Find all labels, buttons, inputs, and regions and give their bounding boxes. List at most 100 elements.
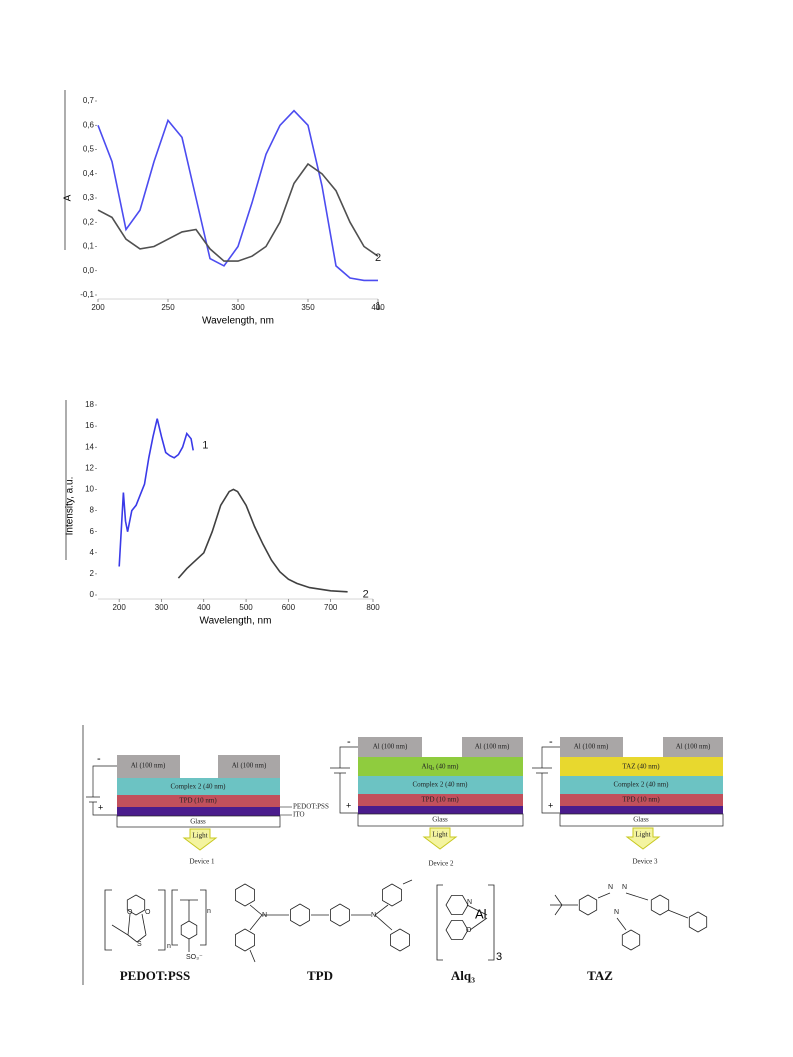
layer-al	[117, 755, 180, 778]
series-label: 2	[375, 252, 381, 264]
y-axis-title: Intensity, a.u.	[65, 477, 76, 536]
layer-label: Al (100 nm)	[574, 743, 609, 751]
layer-label: Al (100 nm)	[232, 762, 267, 770]
y-tick-label: -0,1	[80, 290, 94, 299]
molecules: O O S n n SO₃⁻ N N N O Al 3 N N N PEDOT:…	[104, 884, 627, 983]
bond	[469, 917, 488, 931]
layer-glass	[116, 815, 281, 828]
ring	[650, 894, 670, 916]
layer-label: Al (100 nm)	[373, 743, 408, 751]
bond	[466, 904, 488, 916]
sign: +	[346, 800, 351, 810]
y-tick-label: 0,5	[83, 145, 95, 154]
layer-label: Glass	[633, 816, 649, 824]
layer-complex	[117, 778, 280, 795]
y-tick-label: 10	[85, 485, 94, 494]
light-label: Light	[192, 832, 207, 840]
layer-label: TPD (10 nm)	[622, 796, 660, 804]
y-axis-title: A	[63, 194, 74, 201]
layer-pedot	[117, 807, 280, 816]
light-arrow	[182, 828, 218, 851]
bracket	[104, 889, 166, 951]
layer-tpd	[358, 794, 523, 806]
y-tick-label: 0,6	[83, 120, 95, 129]
molecule-name: PEDOT:PSS	[120, 968, 191, 983]
ring	[382, 883, 402, 907]
series-line	[177, 488, 348, 593]
circuit	[532, 746, 560, 814]
layer-label: Al (100 nm)	[676, 743, 711, 751]
x-tick-label: 600	[282, 603, 296, 612]
bracket	[171, 889, 207, 946]
layer-al	[218, 755, 280, 778]
device-label: Device 3	[632, 858, 658, 866]
layer-label: Complex 2 (40 nm)	[613, 781, 669, 789]
layer-label: Alq₃ (40 nm)	[421, 763, 459, 771]
y-tick-label: 8	[90, 506, 95, 515]
layer-al	[358, 737, 422, 757]
x-tick-label: 200	[112, 603, 126, 612]
ring	[390, 928, 410, 952]
bond	[402, 879, 413, 885]
sign: -	[97, 753, 101, 765]
molecule-name: TPD	[307, 968, 333, 983]
light-label: Light	[635, 831, 650, 839]
bond	[554, 894, 563, 906]
layer-label: Glass	[432, 816, 448, 824]
ring	[445, 895, 469, 915]
bond	[249, 949, 256, 963]
x-tick-label: 300	[231, 303, 245, 312]
atom: N	[467, 899, 472, 906]
molecule-name: TAZ	[587, 968, 613, 983]
bond	[127, 934, 138, 943]
y-tick-label: 18	[85, 400, 94, 409]
layer-alq3	[358, 757, 523, 776]
y-tick-label: 2	[90, 569, 95, 578]
chart: -0,1 0,0 0,1 0,2 0,3 0,4 0,5 0,6 0,7 200 250 300 350…	[63, 96, 386, 327]
bond	[554, 904, 563, 916]
x-axis-title: Wavelength, nm	[200, 616, 272, 627]
layer-label: Glass	[190, 818, 206, 826]
sign: +	[548, 800, 553, 810]
bracket	[436, 884, 495, 961]
molecule-name: Alq₃	[451, 968, 475, 983]
bond	[249, 914, 263, 931]
y-tick-label: 12	[85, 463, 94, 472]
bond	[597, 892, 611, 899]
bond	[374, 904, 389, 916]
x-tick-label: 200	[91, 303, 105, 312]
layer-al	[560, 737, 623, 757]
ring	[330, 903, 350, 927]
layer-label: PEDOT:PSS	[293, 803, 329, 811]
y-tick-label: 14	[85, 442, 94, 451]
light-arrow	[422, 827, 458, 850]
bond	[127, 913, 131, 936]
bond	[136, 934, 147, 943]
y-tick-label: 0,0	[83, 266, 95, 275]
layer-label: Complex 2 (40 nm)	[412, 781, 468, 789]
layer-al	[462, 737, 523, 757]
bond	[616, 917, 627, 931]
layer-label: Al (100 nm)	[131, 762, 166, 770]
device-1: Al (100 nm) Al (100 nm) Complex 2 (40 nm…	[86, 753, 329, 866]
y-tick-label: 0,3	[83, 193, 95, 202]
y-tick-label: 0,7	[83, 96, 95, 105]
ring	[445, 920, 469, 940]
circuit	[86, 765, 117, 816]
atom: N	[622, 884, 627, 891]
ring	[688, 911, 708, 933]
layer-label: Al (100 nm)	[475, 743, 510, 751]
x-tick-label: 350	[301, 303, 315, 312]
layer-taz	[560, 757, 723, 776]
atom: S	[137, 941, 142, 948]
x-tick-label: 500	[239, 603, 253, 612]
layer-al	[663, 737, 723, 757]
x-tick-label: 800	[366, 603, 380, 612]
x-tick-label: 700	[324, 603, 338, 612]
atom: O	[466, 927, 472, 934]
layer-complex	[358, 776, 523, 794]
layer-pedot	[358, 806, 523, 814]
ring	[126, 894, 146, 916]
circuit	[330, 746, 358, 814]
atom: O	[127, 909, 133, 916]
